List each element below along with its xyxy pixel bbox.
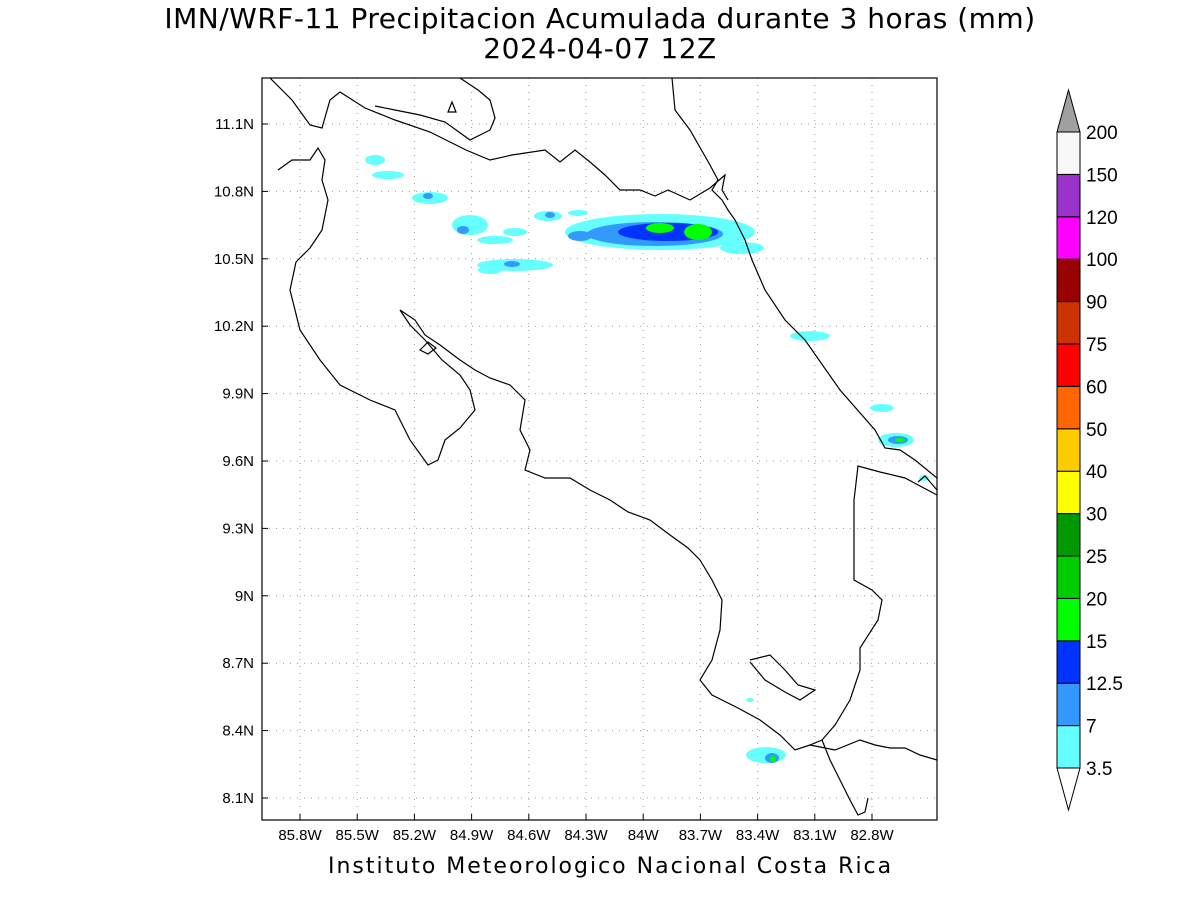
legend-swatch bbox=[1056, 682, 1081, 727]
lon-tick-label: 84W bbox=[628, 827, 660, 844]
lat-tick-label: 10.5N bbox=[214, 251, 254, 268]
coastline bbox=[399, 309, 811, 751]
legend-swatch bbox=[1056, 513, 1081, 557]
precip-area bbox=[504, 261, 520, 267]
precip-area bbox=[423, 193, 433, 199]
legend-swatch bbox=[1056, 131, 1081, 175]
precip-area bbox=[503, 228, 527, 236]
lon-tick-label: 85.8W bbox=[278, 827, 322, 844]
lat-tick-label: 9.6N bbox=[222, 453, 254, 470]
map-subtitle: 2024-04-07 12Z bbox=[483, 32, 717, 65]
coastlines bbox=[269, 78, 937, 816]
precipitation-areas bbox=[365, 155, 929, 763]
legend-level-label: 90 bbox=[1086, 293, 1107, 314]
lat-tick-label: 11.1N bbox=[215, 116, 254, 133]
precip-area bbox=[568, 210, 588, 216]
footer-credit: Instituto Meteorologico Nacional Costa R… bbox=[328, 854, 894, 879]
lon-tick-label: 83.7W bbox=[679, 827, 723, 844]
lat-tick-label: 9N bbox=[235, 588, 254, 605]
coastline bbox=[277, 146, 476, 466]
legend-level-label: 75 bbox=[1086, 335, 1107, 356]
legend-level-label: 200 bbox=[1086, 123, 1118, 144]
precip-area bbox=[720, 242, 764, 254]
legend-swatch bbox=[1056, 725, 1081, 769]
legend-level-label: 30 bbox=[1086, 505, 1107, 526]
coastline bbox=[917, 475, 937, 491]
legend-level-label: 150 bbox=[1086, 165, 1118, 186]
legend-level-label: 25 bbox=[1086, 547, 1107, 568]
coastline bbox=[671, 78, 937, 479]
legend-level-label: 20 bbox=[1086, 589, 1107, 610]
legend-upper-triangle bbox=[1056, 88, 1081, 133]
legend-level-label: 7 bbox=[1086, 717, 1097, 738]
lat-tick-label: 8.7N bbox=[222, 655, 254, 672]
precip-area bbox=[545, 212, 555, 218]
precip-area bbox=[895, 438, 905, 442]
precip-area bbox=[457, 226, 469, 234]
legend-swatch bbox=[1056, 258, 1081, 303]
lat-tick-label: 8.1N bbox=[222, 790, 254, 807]
lon-tick-label: 84.9W bbox=[450, 827, 494, 844]
legend-swatch bbox=[1056, 640, 1081, 684]
legend-level-label: 60 bbox=[1086, 377, 1107, 398]
color-legend: 3.5 7 12.5 15 20 25 30 40 50 60 75 90 100 120 150 200 bbox=[1056, 88, 1123, 812]
lon-tick-label: 83.1W bbox=[793, 827, 837, 844]
lat-tick-label: 10.8N bbox=[214, 183, 254, 200]
coastline bbox=[447, 100, 457, 113]
legend-swatch bbox=[1056, 301, 1081, 345]
legend-swatch bbox=[1056, 216, 1081, 260]
precip-area bbox=[365, 155, 385, 165]
legend-level-label: 100 bbox=[1086, 250, 1118, 271]
legend-swatch bbox=[1056, 173, 1081, 218]
lon-tick-label: 84.6W bbox=[507, 827, 551, 844]
precip-area bbox=[790, 331, 830, 341]
legend-swatch bbox=[1056, 597, 1081, 642]
legend-level-label: 12.5 bbox=[1086, 674, 1123, 695]
lon-tick-label: 85.2W bbox=[393, 827, 437, 844]
legend-level-label: 3.5 bbox=[1086, 759, 1112, 780]
precip-area bbox=[646, 223, 674, 233]
coastline bbox=[807, 465, 937, 761]
coastline bbox=[749, 654, 817, 701]
legend-swatch bbox=[1056, 385, 1081, 430]
precip-area bbox=[870, 404, 894, 412]
lat-tick-label: 9.3N bbox=[222, 520, 254, 537]
lat-tick-label: 9.9N bbox=[222, 386, 254, 403]
precip-area bbox=[452, 215, 488, 235]
precip-area bbox=[372, 171, 404, 179]
precip-area bbox=[478, 266, 502, 274]
precip-area bbox=[568, 231, 592, 241]
lon-tick-label: 84.3W bbox=[564, 827, 608, 844]
axis-labels: 85.8W 85.5W 85.2W 84.9W 84.6W 84.3W 84W 83.7W 83… bbox=[214, 116, 895, 844]
precip-area bbox=[770, 756, 776, 762]
lon-tick-label: 85.5W bbox=[336, 827, 380, 844]
legend-swatch bbox=[1056, 428, 1081, 472]
map-gridlines bbox=[262, 78, 937, 820]
coastline bbox=[269, 78, 729, 201]
coastline bbox=[374, 78, 496, 141]
coastline bbox=[418, 341, 437, 355]
legend-level-label: 15 bbox=[1086, 632, 1107, 653]
legend-level-label: 50 bbox=[1086, 420, 1107, 441]
precip-area bbox=[746, 698, 754, 702]
lat-tick-label: 8.4N bbox=[222, 723, 254, 740]
lat-tick-label: 10.2N bbox=[214, 318, 254, 335]
lon-tick-label: 83.4W bbox=[736, 827, 780, 844]
map-frame bbox=[261, 77, 938, 821]
legend-swatch bbox=[1056, 343, 1081, 387]
lon-tick-label: 82.8W bbox=[850, 827, 894, 844]
legend-lower-triangle bbox=[1056, 767, 1081, 812]
legend-level-label: 120 bbox=[1086, 208, 1118, 229]
map-title: IMN/WRF-11 Precipitacion Acumulada duran… bbox=[164, 2, 1036, 35]
legend-level-label: 40 bbox=[1086, 462, 1107, 483]
precip-area bbox=[746, 747, 786, 763]
legend-swatch bbox=[1056, 470, 1081, 515]
legend-swatch bbox=[1056, 555, 1081, 599]
coastline bbox=[821, 739, 869, 816]
precip-area bbox=[477, 236, 513, 244]
precip-area bbox=[684, 224, 712, 240]
